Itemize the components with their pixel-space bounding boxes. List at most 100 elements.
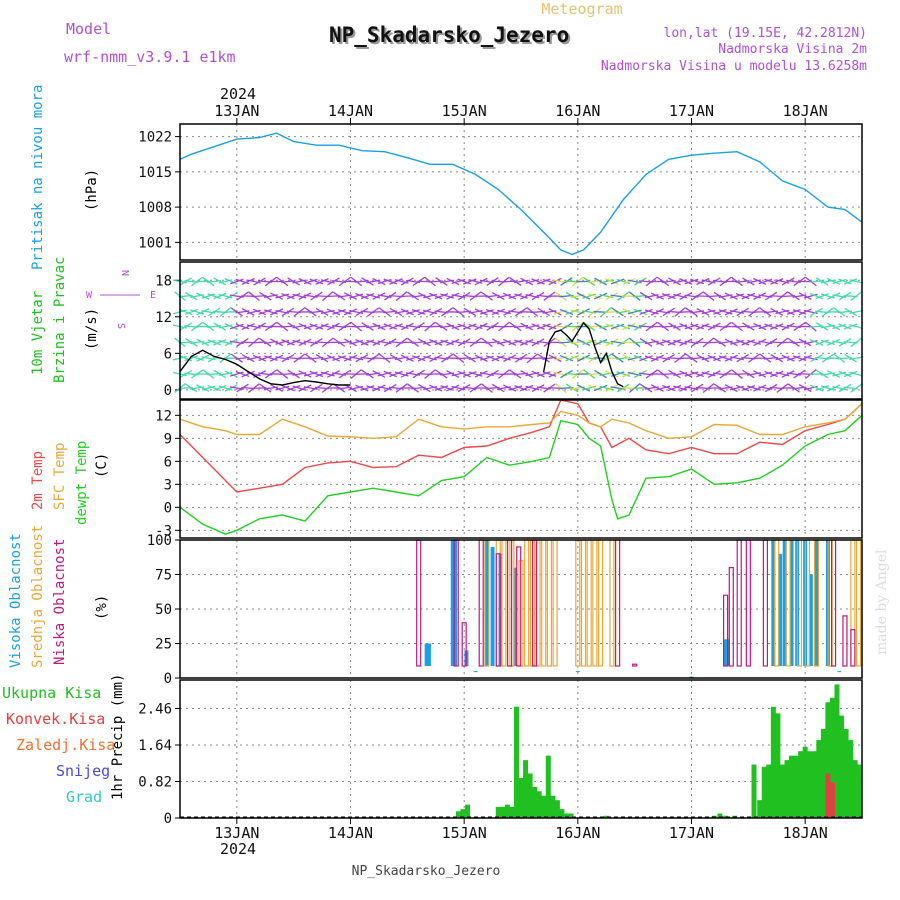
wind-arrow — [679, 292, 693, 301]
wind-arrow — [787, 383, 800, 393]
cloud-bar — [552, 539, 558, 667]
pressure-ytick-label: 1001 — [138, 235, 172, 251]
wind-arrow — [753, 277, 767, 286]
wind-arrow — [622, 322, 636, 331]
wind-arrow — [849, 356, 864, 361]
wind-arrow — [355, 292, 369, 300]
wind-arrow — [639, 338, 653, 347]
wind-arrow — [503, 307, 517, 316]
wind-arrow — [196, 292, 210, 300]
wind-arrow — [389, 370, 403, 378]
precip-bar — [559, 809, 565, 818]
wind-arrow — [241, 277, 255, 286]
wind-arrow — [656, 385, 671, 391]
day-label-top: 14JAN — [328, 102, 373, 120]
compass-s-label: S — [115, 323, 126, 329]
wind-arrow — [844, 307, 857, 317]
precip-bar — [857, 764, 863, 818]
cloud-bar — [762, 539, 768, 667]
wind-arrow — [474, 322, 488, 331]
wind-arrow — [434, 339, 449, 346]
wind-arrow — [588, 339, 602, 346]
wind-arrow — [713, 291, 727, 301]
wind-arrow — [684, 371, 699, 377]
wind-arrow — [230, 353, 243, 363]
wind-arrow — [741, 292, 756, 300]
wind-arrow — [463, 307, 477, 317]
cloud-bar — [586, 539, 592, 667]
wind-arrow — [565, 338, 579, 347]
cloud-bar — [597, 539, 604, 667]
wind-arrow — [792, 309, 807, 315]
precip-bar — [825, 773, 831, 818]
wind-arrow — [440, 293, 455, 299]
wind-arrow — [827, 277, 841, 286]
wind-arrow — [201, 385, 216, 391]
precip-bar — [807, 751, 813, 818]
wind-arrow — [253, 322, 266, 331]
wind-arrow — [605, 384, 619, 392]
wind-arrow — [548, 370, 562, 378]
precip-bar — [834, 684, 840, 818]
wind-arrow — [627, 309, 642, 315]
wind-arrow — [536, 323, 551, 330]
wind-arrow — [474, 277, 488, 286]
wind-arrow — [508, 293, 523, 299]
precip-bar — [509, 806, 515, 818]
wind-arrow — [815, 277, 829, 286]
wind-arrow — [298, 322, 312, 331]
wind-arrow — [457, 278, 471, 285]
wind-arrow — [633, 354, 648, 362]
wind-arrow — [593, 292, 608, 300]
cloud-bar — [426, 643, 431, 666]
wind-arrow — [372, 322, 386, 331]
wind-arrow — [326, 354, 341, 362]
wind-arrow — [667, 292, 682, 300]
cloud-bar — [546, 539, 553, 667]
wind-arrow — [178, 308, 193, 316]
wind-arrow — [622, 277, 636, 286]
wind-arrows — [173, 276, 864, 394]
wind-arrow — [724, 384, 738, 393]
wind-arrow — [685, 353, 698, 363]
wind-arrow — [303, 323, 318, 330]
wind-arrow — [679, 370, 693, 378]
station-title: NP_Skadarsko_Jezero — [329, 23, 569, 47]
wind-arrow — [520, 369, 534, 379]
wind-ytick-label: 6 — [164, 346, 172, 362]
wind-arrow — [185, 383, 198, 393]
wind-arrow — [446, 277, 460, 286]
precip-ytick-label: 0.82 — [138, 774, 172, 790]
precip-bar — [563, 813, 569, 818]
wind-arrow — [241, 307, 255, 316]
precip-bar — [843, 728, 849, 818]
temp-unit: (C) — [94, 453, 110, 478]
wind-arrow — [252, 308, 267, 316]
wind-arrow — [741, 277, 755, 286]
wind-arrow — [764, 323, 778, 330]
wind-arrow — [270, 308, 284, 316]
model-label: Model — [66, 20, 111, 38]
wind-arrow — [536, 278, 551, 285]
pressure-panel: 1001 1008 1015 1022 Pritisak na nivou mora (h… — [30, 85, 863, 270]
wind-arrow — [753, 384, 767, 392]
precip-bar — [455, 811, 461, 818]
wind-arrow — [525, 279, 540, 284]
wind-arrow — [764, 278, 778, 285]
wind-arrow — [184, 355, 199, 362]
wind-arrow — [417, 292, 431, 301]
wind-arrow — [468, 371, 483, 377]
year-label-top: 2024 — [220, 85, 256, 103]
wind-arrow — [315, 370, 329, 378]
wind-arrow — [503, 354, 517, 363]
wind-arrow — [684, 278, 699, 285]
wind-arrow — [821, 339, 835, 346]
wind-arrow — [196, 338, 210, 347]
precip-bar — [523, 760, 529, 818]
wind-arrow — [429, 307, 443, 316]
cloud-bar — [513, 567, 518, 666]
lonlat-label: lon,lat (19.15E, 42.2812N) — [664, 26, 868, 41]
day-label-top: 18JAN — [783, 102, 828, 120]
wind-arrow — [537, 353, 550, 363]
